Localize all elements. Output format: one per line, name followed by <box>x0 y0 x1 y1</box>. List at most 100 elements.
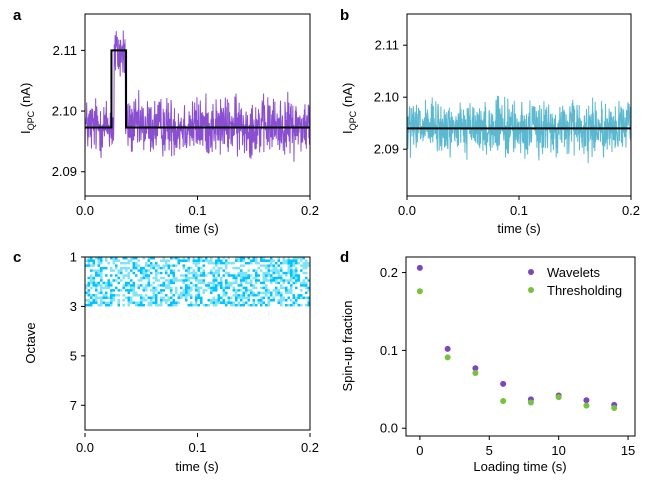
pc-heat-cell <box>137 331 141 334</box>
pc-heat-cell <box>257 311 261 315</box>
pc-heat-cell <box>205 348 208 352</box>
pc-heat-cell <box>172 375 176 379</box>
pc-heat-cell <box>187 259 191 263</box>
pc-heat-cell <box>230 370 233 374</box>
pc-heat-cell <box>120 274 123 278</box>
pc-heat-cell <box>302 299 306 302</box>
pc-heat-cell <box>242 286 246 290</box>
pc-heat-cell <box>95 365 98 369</box>
pc-heat-cell <box>127 373 131 376</box>
pc-heat-cell <box>142 370 146 374</box>
pc-heat-cell <box>135 296 138 300</box>
pc-heat-cell <box>107 264 111 268</box>
pc-heat-cell <box>235 333 238 337</box>
pc-heat-cell <box>282 266 286 270</box>
pc-heat-cell <box>187 370 191 374</box>
pc-heat-cell <box>167 308 171 312</box>
pc-heat-cell <box>262 316 266 320</box>
pc-heat-cell <box>117 387 121 391</box>
pc-heat-cell <box>122 269 126 273</box>
pc-heat-cell <box>240 387 243 391</box>
pc-heat-cell <box>175 257 178 260</box>
pc-heat-cell <box>307 318 311 322</box>
pc-heat-cell <box>132 294 136 297</box>
pc-heat-cell <box>120 353 123 357</box>
pc-heat-cell <box>260 257 263 260</box>
pc-heat-cell <box>97 338 101 342</box>
pc-heat-cell <box>92 370 96 374</box>
pc-heat-cell <box>302 345 306 349</box>
pc-heat-cell <box>212 328 216 332</box>
pc-heat-cell <box>192 338 196 342</box>
pc-heat-cell <box>125 328 128 332</box>
pc-heat-cell <box>192 291 196 295</box>
pc-heat-cell <box>197 385 201 389</box>
pc-heat-cell <box>307 368 311 371</box>
pc-heat-cell <box>225 365 228 369</box>
pc-heat-cell <box>242 303 246 307</box>
pc-heat-cell <box>97 321 101 325</box>
pc-heat-cell <box>167 375 171 379</box>
pc-heat-cell <box>135 286 138 290</box>
pc-heat-cell <box>90 274 93 278</box>
pc-heat-cell <box>162 348 166 352</box>
pc-heat-cell <box>305 363 308 367</box>
pc-heat-cell <box>295 296 298 300</box>
pc-heat-cell <box>225 326 228 329</box>
pc-heat-cell <box>180 269 183 273</box>
pc-heat-cell <box>102 385 106 389</box>
pc-heat-cell <box>232 331 236 334</box>
pc-heat-cell <box>167 259 171 263</box>
pc-heat-cell <box>180 301 183 305</box>
pc-heat-cell <box>307 328 311 332</box>
pc-heat-cell <box>125 365 128 369</box>
pc-heat-cell <box>90 390 93 394</box>
pc-heat-cell <box>90 383 93 386</box>
pc-heat-cell <box>237 360 241 364</box>
pc-heat-cell <box>212 341 216 344</box>
pc-heat-cell <box>87 318 91 322</box>
pc-heat-cell <box>295 345 298 349</box>
pc-heat-cell <box>92 303 96 307</box>
pc-heat-cell <box>247 348 251 352</box>
pc-heat-cell <box>117 378 121 381</box>
pc-heat-cell <box>227 336 231 339</box>
pc-heat-cell <box>130 269 133 273</box>
pc-heat-cell <box>250 306 253 310</box>
pc-heat-cell <box>100 318 103 322</box>
pc-heat-cell <box>240 373 243 376</box>
pc-heat-cell <box>207 328 211 332</box>
pc-heat-cell <box>172 313 176 317</box>
pc-heat-cell <box>267 289 271 292</box>
pc-heat-cell <box>242 306 246 310</box>
panel-label-d: d <box>340 249 349 266</box>
pc-heat-cell <box>275 303 278 307</box>
pc-heat-cell <box>185 355 188 359</box>
pc-heat-cell <box>165 311 168 315</box>
pc-heat-cell <box>192 301 196 305</box>
pc-heat-cell <box>207 333 211 337</box>
pc-heat-cell <box>285 276 288 280</box>
pc-heat-cell <box>290 370 293 374</box>
pc-heat-cell <box>292 336 296 339</box>
pc-heat-cell <box>307 370 311 374</box>
pc-heat-cell <box>205 274 208 278</box>
pc-heat-cell <box>225 284 228 287</box>
pc-heat-cell <box>200 368 203 371</box>
pc-heat-cell <box>217 370 221 374</box>
pc-heat-cell <box>277 269 281 273</box>
pc-heat-cell <box>307 343 311 347</box>
pc-heat-cell <box>280 291 283 295</box>
pc-heat-cell <box>185 301 188 305</box>
pc-heat-cell <box>295 326 298 329</box>
pc-heat-cell <box>297 299 301 302</box>
pc-heat-cell <box>242 321 246 325</box>
pc-heat-cell <box>130 355 133 359</box>
pc-heat-cell <box>212 368 216 371</box>
pc-heat-cell <box>170 261 173 265</box>
pc-heat-cell <box>157 375 161 379</box>
pc-heat-cell <box>250 266 253 270</box>
pc-heat-cell <box>135 385 138 389</box>
pc-heat-cell <box>265 259 268 263</box>
pc-heat-cell <box>202 343 206 347</box>
